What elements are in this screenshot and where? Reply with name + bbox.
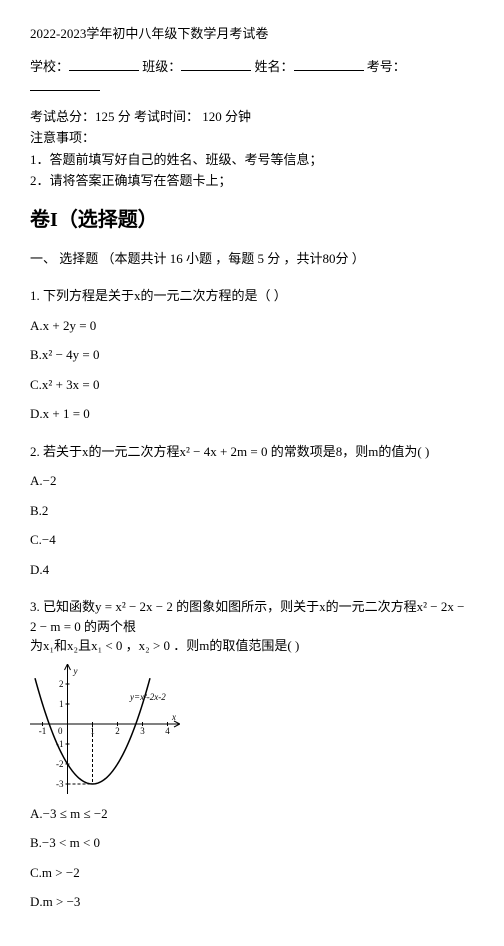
q1-stem: 1. 下列方程是关于x的一元二次方程的是（ ） <box>30 286 474 306</box>
q3-option-d[interactable]: D.m > −3 <box>30 892 474 912</box>
q2-option-c[interactable]: C.−4 <box>30 530 474 550</box>
q3-option-c[interactable]: C.m > −2 <box>30 863 474 883</box>
name-label: 姓名： <box>255 59 294 74</box>
svg-text:-2: -2 <box>56 759 64 769</box>
notice-item-2: 2．请将答案正确填写在答题卡上； <box>30 171 474 191</box>
q3-stem: 3. 已知函数y = x² − 2x − 2 的图象如图所示，则关于x的一元二次… <box>30 597 474 656</box>
svg-text:-3: -3 <box>56 779 64 789</box>
q3-stem-line2: 为x₁和x₂且x₁ < 0 ，x₂ > 0 ．则m的取值范围是( ) <box>30 638 299 653</box>
q1-option-c[interactable]: C.x² + 3x = 0 <box>30 375 474 395</box>
notice-item-1: 1．答题前填写好自己的姓名、班级、考号等信息； <box>30 150 474 170</box>
q1-option-d[interactable]: D.x + 1 = 0 <box>30 404 474 424</box>
notice-title: 注意事项： <box>30 128 474 148</box>
q3-options: A.−3 ≤ m ≤ −2 B.−3 < m < 0 C.m > −2 D.m … <box>30 804 474 912</box>
school-blank[interactable] <box>69 56 139 71</box>
svg-text:y=x²-2x-2: y=x²-2x-2 <box>129 692 166 702</box>
svg-text:x: x <box>171 712 176 722</box>
q2-option-b[interactable]: B.2 <box>30 501 474 521</box>
q2-option-d[interactable]: D.4 <box>30 560 474 580</box>
svg-text:1: 1 <box>59 699 64 709</box>
section-1-header: 一、 选择题 （本题共计 16 小题 ，每题 5 分 ，共计80分 ） <box>30 249 474 269</box>
q3-option-b[interactable]: B.−3 < m < 0 <box>30 833 474 853</box>
q3-option-a[interactable]: A.−3 ≤ m ≤ −2 <box>30 804 474 824</box>
number-blank[interactable] <box>30 76 100 91</box>
student-info-line: 学校： 班级： 姓名： 考号： <box>30 56 474 97</box>
q2-stem: 2. 若关于x的一元二次方程x² − 4x + 2m = 0 的常数项是8，则m… <box>30 442 474 462</box>
school-label: 学校： <box>30 59 69 74</box>
instructions-block: 考试总分：125 分 考试时间： 120 分钟 注意事项： 1．答题前填写好自己… <box>30 107 474 191</box>
svg-text:0: 0 <box>58 726 63 736</box>
q1-options: A.x + 2y = 0 B.x² − 4y = 0 C.x² + 3x = 0… <box>30 316 474 424</box>
name-blank[interactable] <box>294 56 364 71</box>
q2-option-a[interactable]: A.−2 <box>30 471 474 491</box>
q3-graph: -10123412-1-2-3yxy=x²-2x-2 <box>30 664 180 794</box>
q1-option-b[interactable]: B.x² − 4y = 0 <box>30 345 474 365</box>
exam-title: 2022-2023学年初中八年级下数学月考试卷 <box>30 24 474 44</box>
class-label: 班级： <box>142 59 181 74</box>
q3-stem-line1: 3. 已知函数y = x² − 2x − 2 的图象如图所示，则关于x的一元二次… <box>30 599 464 634</box>
q1-option-a[interactable]: A.x + 2y = 0 <box>30 316 474 336</box>
svg-text:-1: -1 <box>39 726 47 736</box>
svg-text:2: 2 <box>115 726 120 736</box>
svg-text:2: 2 <box>59 679 64 689</box>
part1-title: 卷I（选择题） <box>30 205 474 235</box>
score-time-line: 考试总分：125 分 考试时间： 120 分钟 <box>30 107 474 127</box>
q2-options: A.−2 B.2 C.−4 D.4 <box>30 471 474 579</box>
svg-text:y: y <box>73 666 78 676</box>
svg-text:3: 3 <box>140 726 145 736</box>
svg-text:4: 4 <box>165 726 170 736</box>
class-blank[interactable] <box>181 56 251 71</box>
number-label: 考号： <box>367 59 406 74</box>
